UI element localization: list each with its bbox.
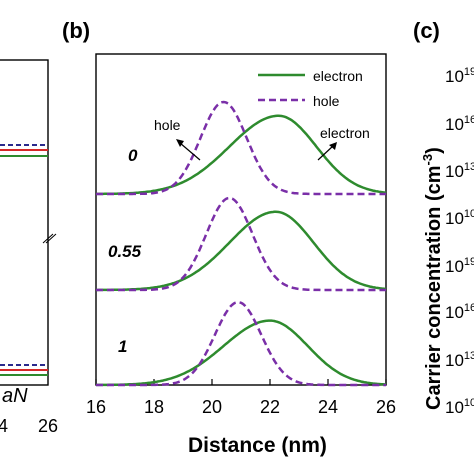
offset-label: 0: [128, 146, 138, 165]
offset-label: 1: [118, 337, 127, 356]
annotation-hole: hole: [154, 117, 181, 133]
plot-frame: [95, 53, 387, 386]
annotation-hole-arrowhead: [176, 139, 184, 147]
svg-text:Carrier concentration (cm-3): Carrier concentration (cm-3): [420, 147, 445, 410]
left-x-tick-26: 26: [38, 416, 58, 436]
x-tick-label: 22: [260, 397, 280, 417]
panel-c: Carrier concentration (cm-3) 10191016101…: [420, 66, 474, 417]
right-y-tick-label: 1016: [445, 114, 474, 134]
electron-curve: [96, 210, 387, 292]
electron-curve: [96, 319, 386, 387]
panel-c-label: (c): [413, 18, 440, 43]
right-y-ticks: 1019 1016 1013 1010 1019 1016 1013 1010: [445, 66, 474, 417]
x-axis-label: Distance (nm): [188, 434, 327, 457]
legend: electron hole: [258, 68, 363, 109]
x-tick-label: 16: [86, 397, 106, 417]
panel-b-label: (b): [62, 18, 90, 43]
right-y-label-sup: -3: [420, 154, 435, 166]
x-tick-label: 18: [144, 397, 164, 417]
annotation-hole-arrow-line: [179, 142, 201, 161]
left-panel-frame: [0, 59, 49, 386]
legend-electron-label: electron: [313, 68, 363, 84]
right-y-tick-label: 1016: [445, 302, 474, 322]
hole-curve: [96, 300, 386, 387]
curves: [96, 100, 387, 387]
right-y-axis-label: Carrier concentration (cm-3): [420, 147, 445, 410]
right-y-label-text: Carrier concentration (cm: [423, 165, 445, 410]
hole-curve: [96, 196, 386, 292]
legend-hole-label: hole: [313, 93, 340, 109]
x-tick-label: 24: [318, 397, 338, 417]
right-y-tick-label: 1013: [445, 161, 474, 181]
right-y-tick-label: 1010: [445, 208, 474, 228]
electron-curve: [96, 114, 387, 196]
left-panel-label-fragment: aN: [2, 385, 28, 407]
annotation-electron-arrow-line: [317, 145, 334, 161]
offset-labels: 0 0.55 1: [108, 146, 142, 356]
right-y-tick-label: 1019: [445, 256, 474, 276]
right-y-tick-label: 1010: [445, 397, 474, 417]
annotation-electron: electron: [320, 125, 370, 141]
right-y-tick-label: 1013: [445, 350, 474, 370]
x-tick-label: 26: [376, 397, 396, 417]
panel-b: 16 18 20 22 24 26 0 0.55 1 electron hole hole e…: [86, 53, 396, 457]
left-x-tick-4: 4: [0, 416, 8, 436]
annotation-electron-arrowhead: [329, 142, 337, 150]
left-panel: aN 4 26: [0, 59, 58, 436]
right-y-tick-label: 1019: [445, 66, 474, 86]
axis-break-mark-2: [45, 233, 57, 244]
hole-curve: [96, 100, 386, 196]
x-ticks: 16 18 20 22 24 26: [86, 379, 396, 417]
x-tick-label: 20: [202, 397, 222, 417]
offset-label: 0.55: [108, 242, 142, 261]
axis-break-mark-1: [42, 233, 54, 244]
right-y-label-close: ): [423, 147, 445, 154]
